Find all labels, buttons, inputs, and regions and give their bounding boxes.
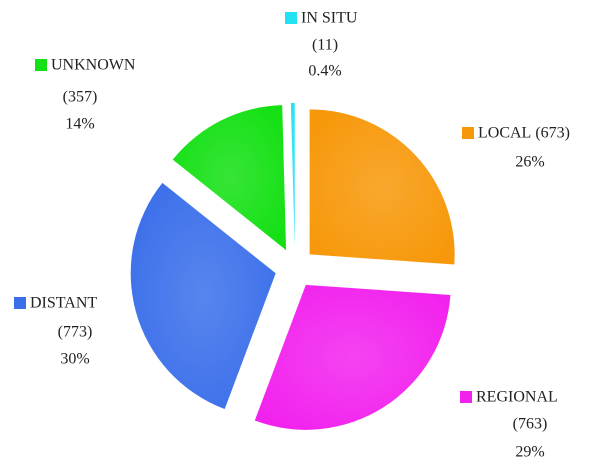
- pie-slice: [254, 284, 451, 430]
- slice-label: REGIONAL: [476, 389, 558, 406]
- percent-label: 0.4%: [308, 63, 341, 80]
- pie-slice: [309, 109, 455, 265]
- slice-label: IN SITU: [301, 10, 358, 27]
- percent-label: 30%: [60, 351, 89, 368]
- value-label: (357): [63, 89, 98, 106]
- pie-slice: [130, 182, 276, 410]
- value-label: (773): [58, 324, 93, 341]
- slice-label: UNKNOWN: [51, 57, 136, 74]
- legend-swatch: [460, 391, 472, 403]
- value-label: (673): [535, 125, 570, 142]
- percent-label: 26%: [515, 154, 544, 171]
- value-label: (763): [513, 416, 548, 433]
- percent-label: 14%: [65, 116, 94, 133]
- legend-swatch: [285, 12, 297, 24]
- percent-label: 29%: [515, 444, 544, 461]
- legend-swatch: [462, 127, 474, 139]
- pie-slice: [290, 103, 295, 249]
- pie-slice: [172, 105, 287, 251]
- value-label: (11): [312, 37, 338, 54]
- slice-label: DISTANT: [30, 295, 97, 312]
- legend-swatch: [35, 59, 47, 71]
- legend-swatch: [14, 297, 26, 309]
- slice-label: LOCAL: [478, 125, 531, 142]
